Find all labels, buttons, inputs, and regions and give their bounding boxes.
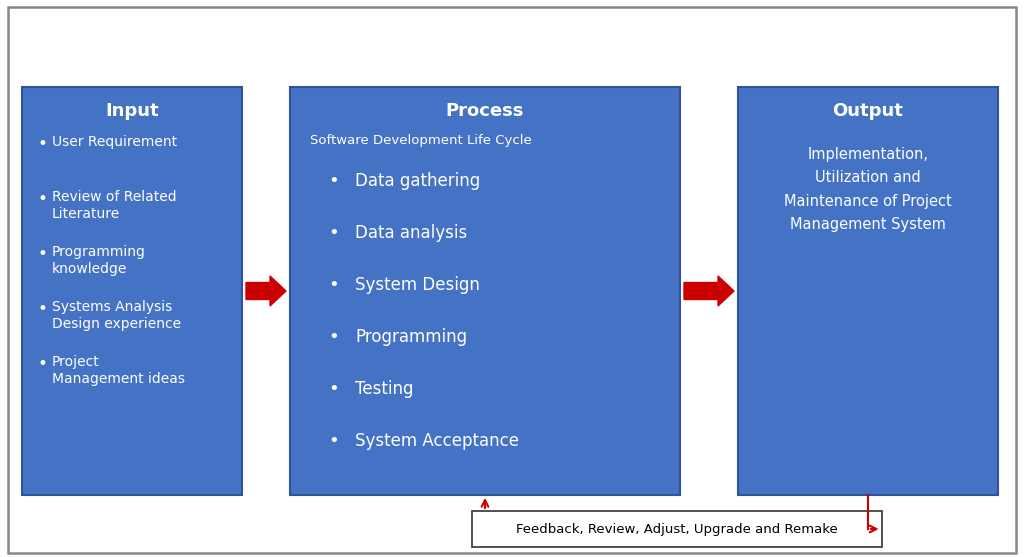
- Text: Review of Related
Literature: Review of Related Literature: [52, 190, 176, 221]
- Text: •: •: [37, 190, 47, 208]
- Text: •: •: [328, 172, 339, 190]
- Polygon shape: [246, 276, 286, 306]
- Text: System Acceptance: System Acceptance: [355, 432, 519, 450]
- Text: Data analysis: Data analysis: [355, 224, 467, 242]
- Text: •: •: [37, 355, 47, 373]
- Text: Output: Output: [833, 102, 903, 120]
- Text: •: •: [37, 245, 47, 263]
- Text: Programming
knowledge: Programming knowledge: [52, 245, 145, 276]
- Text: Feedback, Review, Adjust, Upgrade and Remake: Feedback, Review, Adjust, Upgrade and Re…: [516, 522, 838, 535]
- Text: Data gathering: Data gathering: [355, 172, 480, 190]
- Text: •: •: [328, 380, 339, 398]
- Text: •: •: [328, 432, 339, 450]
- Text: •: •: [328, 276, 339, 294]
- FancyBboxPatch shape: [471, 511, 882, 547]
- Text: System Design: System Design: [355, 276, 480, 294]
- Text: •: •: [328, 224, 339, 242]
- Text: Implementation,
Utilization and
Maintenance of Project
Management System: Implementation, Utilization and Maintena…: [784, 147, 952, 232]
- Text: Project
Management ideas: Project Management ideas: [52, 355, 185, 386]
- Text: Input: Input: [105, 102, 159, 120]
- Text: Systems Analysis
Design experience: Systems Analysis Design experience: [52, 300, 181, 331]
- Text: Testing: Testing: [355, 380, 414, 398]
- Text: Programming: Programming: [355, 328, 467, 346]
- Text: •: •: [37, 300, 47, 318]
- FancyBboxPatch shape: [290, 87, 680, 495]
- Text: Software Development Life Cycle: Software Development Life Cycle: [310, 134, 531, 147]
- Text: Process: Process: [445, 102, 524, 120]
- FancyBboxPatch shape: [738, 87, 998, 495]
- FancyBboxPatch shape: [22, 87, 242, 495]
- Text: User Requirement: User Requirement: [52, 135, 177, 149]
- Polygon shape: [684, 276, 734, 306]
- Text: •: •: [328, 328, 339, 346]
- Text: •: •: [37, 135, 47, 153]
